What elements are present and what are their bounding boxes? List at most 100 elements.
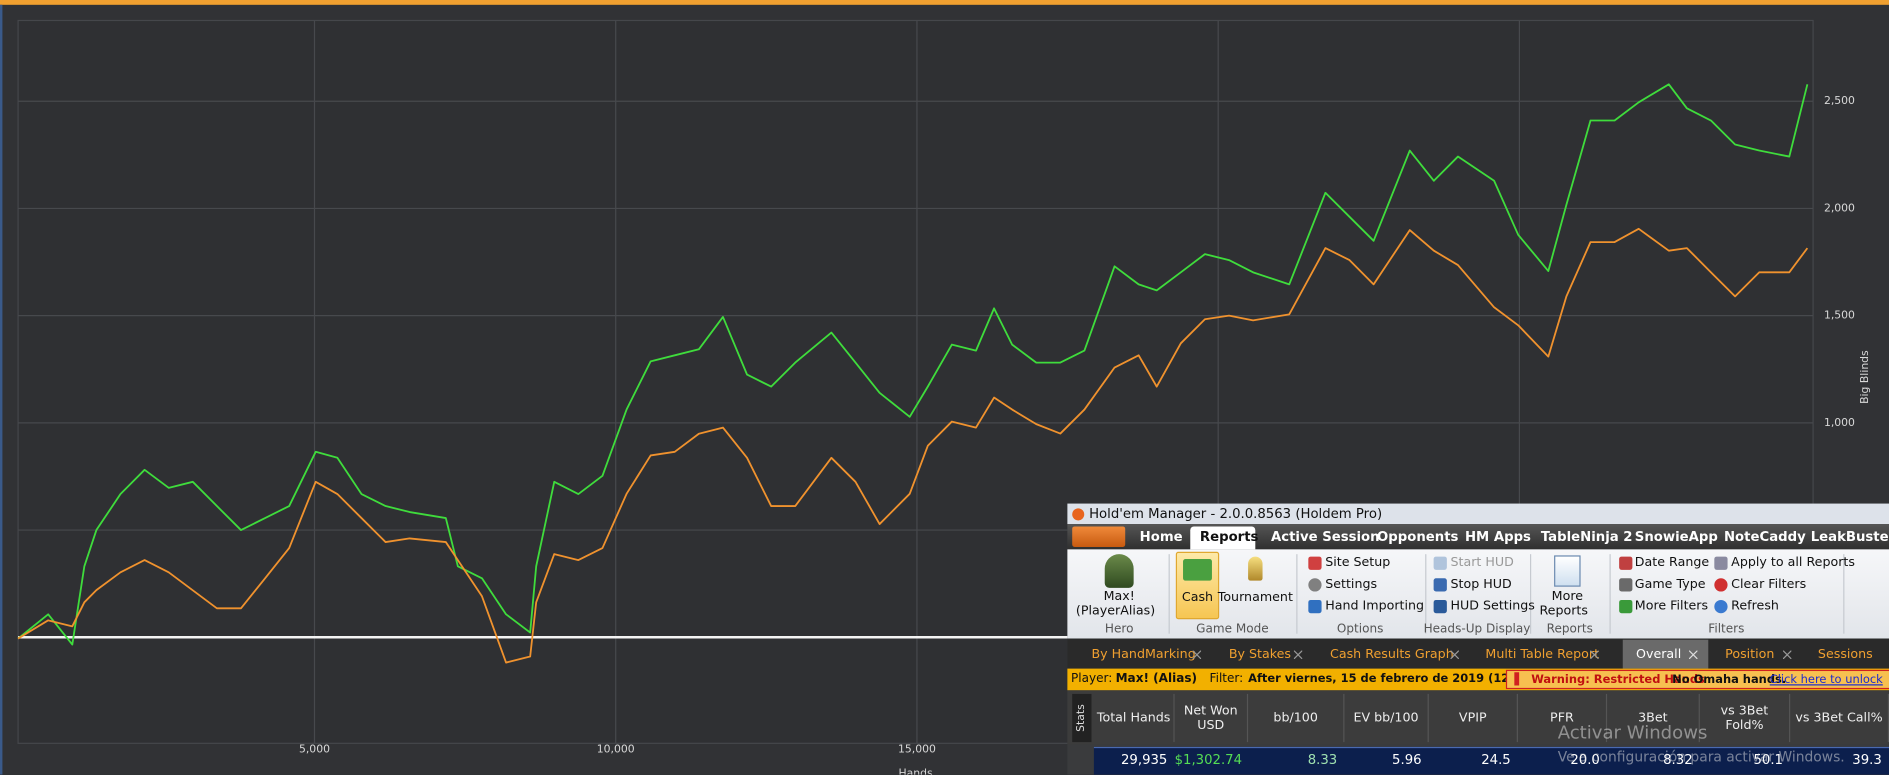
filter-text: After viernes, 15 de febrero de 2019 (12…: [1248, 672, 1572, 686]
ribbon-button[interactable]: Game Type: [1634, 577, 1706, 592]
icon: [1714, 578, 1728, 592]
ribbon-button[interactable]: Date Range: [1634, 555, 1710, 570]
table-header: [1067, 690, 1889, 745]
group-label: Hero: [1104, 622, 1134, 637]
separator: [1425, 554, 1427, 634]
table-cell: 50.1: [1753, 751, 1783, 768]
cash-icon[interactable]: [1183, 558, 1212, 581]
icon: [1433, 578, 1447, 592]
column-header: Total Hands: [1094, 693, 1175, 743]
y-axis-label: Big Blinds: [1858, 350, 1871, 404]
column-header: EV bb/100: [1344, 693, 1429, 743]
hero-name[interactable]: Max!: [1103, 589, 1135, 604]
table-row[interactable]: [1093, 746, 1889, 775]
ribbon-button[interactable]: More Filters: [1634, 598, 1709, 614]
side-tab[interactable]: [1072, 693, 1092, 743]
menu-tab[interactable]: Opponents: [1376, 528, 1459, 545]
hem-window: Hold'em Manager - 2.0.0.8563 (Holdem Pro…: [1067, 503, 1889, 775]
report-tab[interactable]: By Stakes: [1228, 646, 1291, 662]
ribbon-button[interactable]: Reports: [1539, 603, 1588, 619]
ribbon-button[interactable]: Site Setup: [1325, 555, 1391, 570]
ribbon-button[interactable]: Clear Filters: [1731, 577, 1807, 592]
ribbon-button[interactable]: Refresh: [1731, 598, 1779, 614]
report-tab[interactable]: Cash Results Graph: [1330, 646, 1454, 662]
ribbon-button[interactable]: More: [1551, 589, 1584, 604]
selected-menu-tab: [1190, 526, 1256, 550]
close-tab[interactable]: [1192, 650, 1202, 659]
separator: [1843, 554, 1845, 634]
report-tab[interactable]: By HandMarking: [1091, 646, 1196, 662]
column-header: 3Bet: [1607, 693, 1700, 743]
ribbon-button[interactable]: HUD Settings: [1450, 598, 1535, 614]
ribbon-button[interactable]: Settings: [1325, 577, 1378, 592]
ribbon-button[interactable]: Tournament: [1217, 590, 1293, 605]
hero-alias[interactable]: (PlayerAlias): [1075, 603, 1156, 619]
y-tick-label: 1,000: [1824, 416, 1855, 429]
group-label: Options: [1336, 622, 1384, 637]
report-tab[interactable]: Sessions: [1817, 646, 1873, 662]
menu-tab[interactable]: SnowieApp: [1634, 528, 1718, 545]
watermark-text: Ve a configuración para activar Windows.: [1557, 748, 1845, 765]
series-line: [17, 83, 1809, 646]
separator: [1529, 554, 1532, 634]
table-cell: 5.96: [1392, 751, 1422, 768]
x-tick-label: 10,000: [597, 742, 635, 755]
menu-tab[interactable]: Active Session: [1270, 528, 1380, 545]
table-cell: $1,302.74: [1174, 751, 1243, 768]
hero-avatar[interactable]: [1104, 554, 1134, 588]
separator: [1609, 554, 1611, 634]
menu-tab[interactable]: Reports: [1199, 528, 1259, 545]
window-title: Hold'em Manager - 2.0.0.8563 (Holdem Pro…: [1089, 505, 1383, 522]
x-tick-label: 15,000: [898, 742, 936, 755]
close-tab[interactable]: [1590, 650, 1599, 659]
separator: [1296, 554, 1298, 634]
close-tab[interactable]: [1450, 650, 1459, 659]
ribbon-button[interactable]: Cash: [1181, 590, 1214, 605]
column-header: bb/100: [1248, 693, 1345, 743]
group-label: Filters: [1708, 622, 1745, 637]
separator: [1168, 554, 1170, 634]
menu-tab[interactable]: Home: [1139, 528, 1183, 545]
ribbon-button[interactable]: Apply to all Reports: [1731, 555, 1855, 570]
unlock-link[interactable]: Click here to unlock: [1769, 673, 1883, 687]
table-cell: 24.5: [1481, 751, 1511, 768]
app-menu-button[interactable]: [1072, 526, 1126, 547]
tournament-icon[interactable]: [1248, 556, 1263, 581]
side-tab-label[interactable]: Stats: [1075, 704, 1088, 732]
icon: [1308, 599, 1322, 614]
close-tab[interactable]: [1293, 650, 1303, 659]
reports-icon[interactable]: [1554, 555, 1581, 587]
ribbon-button[interactable]: Stop HUD: [1450, 577, 1512, 592]
report-tab[interactable]: Overall: [1636, 646, 1682, 662]
icon: [1308, 556, 1322, 570]
series-line: [17, 227, 1809, 664]
y-tick-label: 2,500: [1824, 94, 1855, 107]
table-cell: 20.0: [1570, 751, 1600, 768]
menu-tab[interactable]: NoteCaddy: [1723, 528, 1806, 545]
menu-tab[interactable]: LeakBuster: [1810, 528, 1889, 545]
x-tick-label: 5,000: [299, 742, 330, 755]
menu-tab[interactable]: HM Apps: [1464, 528, 1531, 545]
icon: [1619, 556, 1633, 570]
player-name: Max! (Alias): [1115, 672, 1198, 686]
title-bar: [1067, 503, 1889, 525]
menu-tab[interactable]: TableNinja 2: [1540, 528, 1633, 545]
table-cell: 8.33: [1307, 751, 1338, 768]
report-tab[interactable]: Position: [1725, 646, 1775, 662]
report-tab[interactable]: Multi Table Report: [1485, 646, 1600, 662]
y-tick-label: 1,500: [1824, 309, 1855, 322]
x-axis-label: Hands: [899, 766, 934, 774]
ribbon-button[interactable]: Hand Importing: [1325, 598, 1425, 614]
close-tab[interactable]: [1689, 650, 1698, 659]
column-header: Net Won USD: [1175, 693, 1249, 743]
table-cell: 8.32: [1663, 751, 1693, 768]
ribbon-button[interactable]: Start HUD: [1450, 555, 1514, 570]
table-cell: 39.3: [1852, 751, 1882, 768]
left-border: [0, 4, 3, 775]
close-tab[interactable]: [1782, 650, 1792, 659]
warning-text: Warning: Restricted Hands: [1531, 673, 1705, 687]
column-header: vs 3Bet Fold%: [1700, 693, 1791, 743]
column-header: PFR: [1518, 693, 1608, 743]
icon: [1619, 599, 1633, 614]
